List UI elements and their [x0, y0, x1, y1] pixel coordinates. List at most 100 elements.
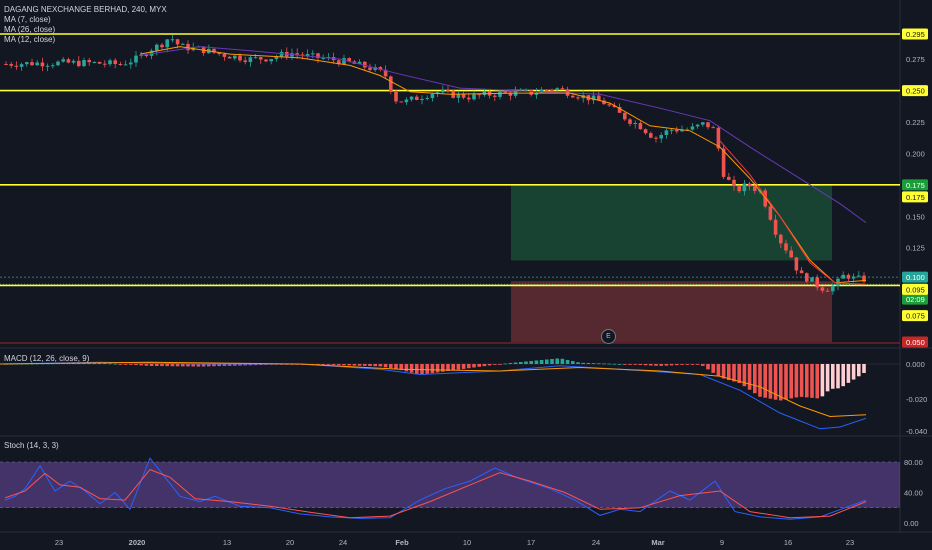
candle[interactable]	[4, 61, 8, 66]
candle[interactable]	[690, 122, 695, 131]
candle[interactable]	[659, 132, 663, 143]
candle[interactable]	[560, 85, 565, 90]
time-axis[interactable]: 23 2020 13 20 24 Feb 10 17 24 Mar 9 16 23	[55, 538, 854, 547]
candle[interactable]	[30, 58, 34, 66]
candle[interactable]	[810, 277, 814, 282]
candle[interactable]	[623, 112, 627, 122]
candle[interactable]	[134, 50, 138, 67]
candle[interactable]	[857, 271, 861, 278]
candle[interactable]	[389, 75, 393, 95]
candle[interactable]	[207, 44, 211, 54]
candle[interactable]	[409, 96, 414, 102]
candle[interactable]	[669, 128, 674, 135]
candle[interactable]	[295, 48, 299, 59]
candle[interactable]	[383, 65, 388, 80]
candle[interactable]	[248, 55, 253, 67]
candle[interactable]	[825, 288, 830, 292]
candle[interactable]	[420, 95, 424, 105]
price-tag-teal[interactable]: 0.100	[902, 271, 928, 283]
candle[interactable]	[19, 62, 24, 71]
candle[interactable]	[170, 34, 175, 43]
price-axis[interactable]: 0.275 0.225 0.200 0.150 0.125 0.295 0.250 0.175…	[902, 28, 928, 529]
candle[interactable]	[799, 267, 804, 274]
candle[interactable]	[326, 53, 331, 61]
candle[interactable]	[35, 60, 39, 67]
candle[interactable]	[446, 86, 450, 93]
ma12-legend[interactable]: MA (12, close)	[4, 35, 56, 44]
candle[interactable]	[118, 61, 123, 66]
candle[interactable]	[305, 49, 310, 59]
candle[interactable]	[597, 90, 601, 101]
candle[interactable]	[701, 121, 705, 127]
candle[interactable]	[368, 63, 372, 72]
candle[interactable]	[737, 184, 741, 194]
stoch-k-line[interactable]	[4, 457, 867, 520]
candle[interactable]	[77, 56, 81, 68]
candle[interactable]	[441, 85, 445, 95]
candle[interactable]	[789, 246, 793, 258]
candle[interactable]	[591, 91, 596, 104]
candle[interactable]	[711, 125, 715, 129]
candle[interactable]	[92, 61, 97, 64]
price-tag-yellow[interactable]: 0.075	[902, 310, 928, 322]
candle[interactable]	[66, 57, 71, 64]
price-tag-yellow[interactable]: 0.250	[902, 85, 928, 97]
candle[interactable]	[14, 61, 19, 70]
candle[interactable]	[25, 61, 29, 67]
candle[interactable]	[103, 60, 107, 68]
candle[interactable]	[363, 60, 367, 71]
price-tag-red[interactable]: 0.050	[902, 336, 928, 348]
candle[interactable]	[87, 57, 91, 66]
candle[interactable]	[181, 42, 185, 45]
candle[interactable]	[337, 58, 341, 67]
candle[interactable]	[243, 56, 247, 65]
price-pane[interactable]	[0, 33, 900, 344]
candle[interactable]	[576, 95, 580, 101]
candle[interactable]	[747, 181, 752, 191]
candle[interactable]	[794, 257, 799, 275]
candle[interactable]	[394, 89, 398, 105]
candle[interactable]	[493, 93, 497, 102]
candle[interactable]	[498, 89, 502, 100]
candle[interactable]	[108, 58, 112, 67]
candle[interactable]	[727, 173, 731, 181]
candle[interactable]	[664, 128, 669, 139]
candle[interactable]	[773, 214, 778, 238]
candle[interactable]	[274, 54, 279, 62]
candle[interactable]	[259, 56, 263, 64]
candle[interactable]	[227, 56, 232, 59]
candle[interactable]	[695, 124, 700, 129]
macd-pane[interactable]	[0, 358, 900, 430]
candle[interactable]	[836, 277, 840, 291]
stoch-pane[interactable]	[0, 457, 900, 520]
stoch-d-line[interactable]	[4, 469, 867, 519]
candle[interactable]	[675, 126, 679, 134]
candle[interactable]	[862, 272, 866, 284]
candle[interactable]	[264, 59, 268, 63]
candle[interactable]	[508, 90, 513, 101]
candle[interactable]	[165, 38, 169, 53]
candle[interactable]	[768, 203, 773, 221]
ma12-line[interactable]	[719, 140, 867, 285]
candle[interactable]	[123, 60, 128, 66]
candle[interactable]	[456, 90, 461, 103]
candle[interactable]	[269, 58, 273, 65]
candle[interactable]	[425, 95, 429, 101]
candle[interactable]	[716, 125, 721, 152]
position-profit-zone[interactable]	[511, 184, 832, 261]
candle[interactable]	[805, 272, 809, 284]
earnings-event-icon[interactable]: E	[601, 329, 616, 344]
price-tag-yellow[interactable]: 0.095	[902, 283, 928, 295]
candle[interactable]	[467, 93, 471, 103]
candle[interactable]	[155, 43, 159, 56]
candle[interactable]	[513, 86, 518, 99]
candle[interactable]	[253, 53, 258, 59]
ma26-legend[interactable]: MA (26, close)	[4, 25, 56, 34]
candle[interactable]	[784, 239, 788, 254]
candle[interactable]	[846, 273, 851, 282]
macd-signal-line[interactable]	[0, 361, 867, 418]
candle[interactable]	[82, 57, 86, 68]
candle[interactable]	[706, 122, 710, 130]
candle[interactable]	[477, 93, 481, 99]
